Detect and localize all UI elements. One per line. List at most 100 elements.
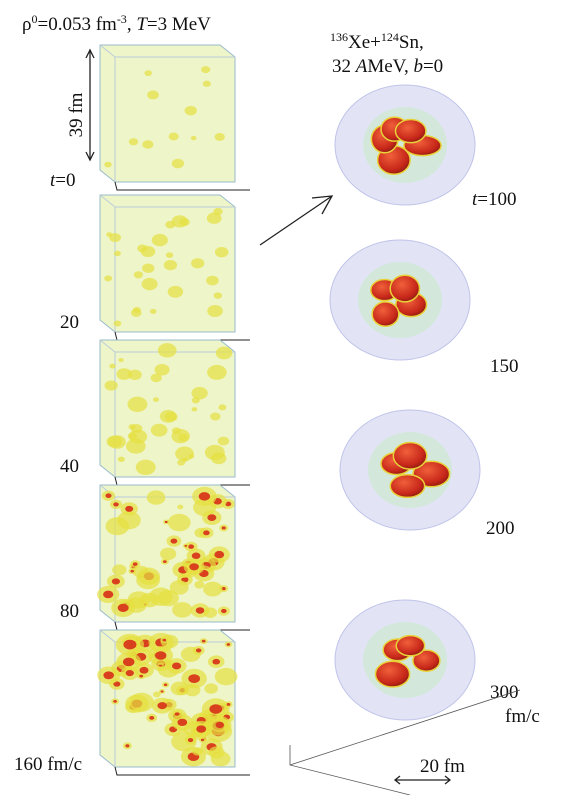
cluster-core [123,658,134,667]
fragment [372,302,399,326]
cluster [165,412,178,422]
unit-label: fm/c [505,706,540,727]
time-label: t=0 [50,170,76,191]
cluster [142,264,154,274]
cluster-core [199,492,210,501]
cluster [147,90,159,99]
cube-frame [115,477,250,485]
cluster [129,693,154,712]
cluster [150,309,157,314]
cluster [171,429,190,443]
cluster-core [155,651,166,660]
cluster [106,517,130,535]
cluster [203,81,211,87]
cluster [158,590,179,606]
cluster-core [196,648,202,652]
cluster [164,260,177,270]
cluster [105,380,118,390]
cluster-core [139,667,148,674]
cluster [136,571,160,589]
cluster-core [133,562,138,565]
cluster-core [214,551,224,558]
cluster [211,751,231,766]
cluster-core [125,506,133,512]
cluster [109,364,115,369]
cluster [131,424,143,433]
scale-label: 20 fm [420,756,465,777]
figure: ρ0=0.053 fm-3, T=3 MeV 39 fm t=0 20 40 8… [0,0,564,795]
cluster-core [175,712,180,715]
fragment [375,661,409,687]
cluster [158,343,177,357]
time-label: 40 [60,456,79,477]
cluster-core [227,643,231,646]
cluster-core [221,609,227,613]
conditions: 32 AMeV, b=0 [332,56,443,77]
cluster [136,460,156,475]
fragment [390,475,424,498]
cluster [172,602,192,618]
cluster [166,252,173,258]
left-header: ρ0=0.053 fm-3, T=3 MeV [22,12,211,35]
cluster [142,140,153,149]
cluster-core [130,570,134,573]
cluster-core [165,521,168,523]
cluster-core [188,674,200,683]
cluster-core [209,704,222,714]
cluster [155,364,170,376]
drawing [97,45,480,775]
cube-frame [115,182,250,190]
cluster-core [207,514,216,521]
cluster [192,407,198,411]
cluster [108,435,125,448]
cluster-core [212,659,220,665]
cluster-core [112,578,120,584]
zoom-arrow [260,196,332,245]
cluster-core [103,671,114,679]
cluster [151,424,168,437]
time-label: 300 [490,682,519,703]
cluster-core [189,563,199,570]
cluster [201,66,210,73]
cluster [128,591,150,608]
cluster-core [184,545,187,547]
cluster [171,681,189,695]
cluster [106,232,112,237]
cluster [141,246,155,257]
cluster-core [201,739,204,741]
cluster [207,213,222,224]
cluster-core [203,530,210,535]
fragment [393,443,426,470]
cluster [114,321,122,327]
cluster [168,514,191,531]
cluster [218,437,229,446]
cube-frame [115,767,250,775]
cluster [211,452,226,464]
cluster [215,133,225,141]
time-label: t=100 [472,189,517,210]
cluster [194,581,204,589]
cube-back [100,45,235,182]
cluster-core [196,607,205,613]
cluster [142,278,158,290]
cluster-core [139,675,143,678]
cluster-core [227,703,231,706]
cluster [207,305,223,317]
cluster [192,747,203,755]
cluster [185,106,197,116]
cluster [126,439,146,454]
cluster-core [222,526,226,529]
cluster [117,368,132,380]
cluster [147,490,166,504]
time-label: 160 fm/c [14,754,82,775]
cluster [118,358,123,362]
cluster-core [157,702,167,709]
cluster-core [163,639,167,642]
cluster-core [105,493,111,498]
cluster-core [164,683,167,686]
cluster [175,447,194,461]
cluster [112,564,126,575]
cluster [152,234,168,246]
cluster [160,548,176,561]
fragment [390,275,419,302]
